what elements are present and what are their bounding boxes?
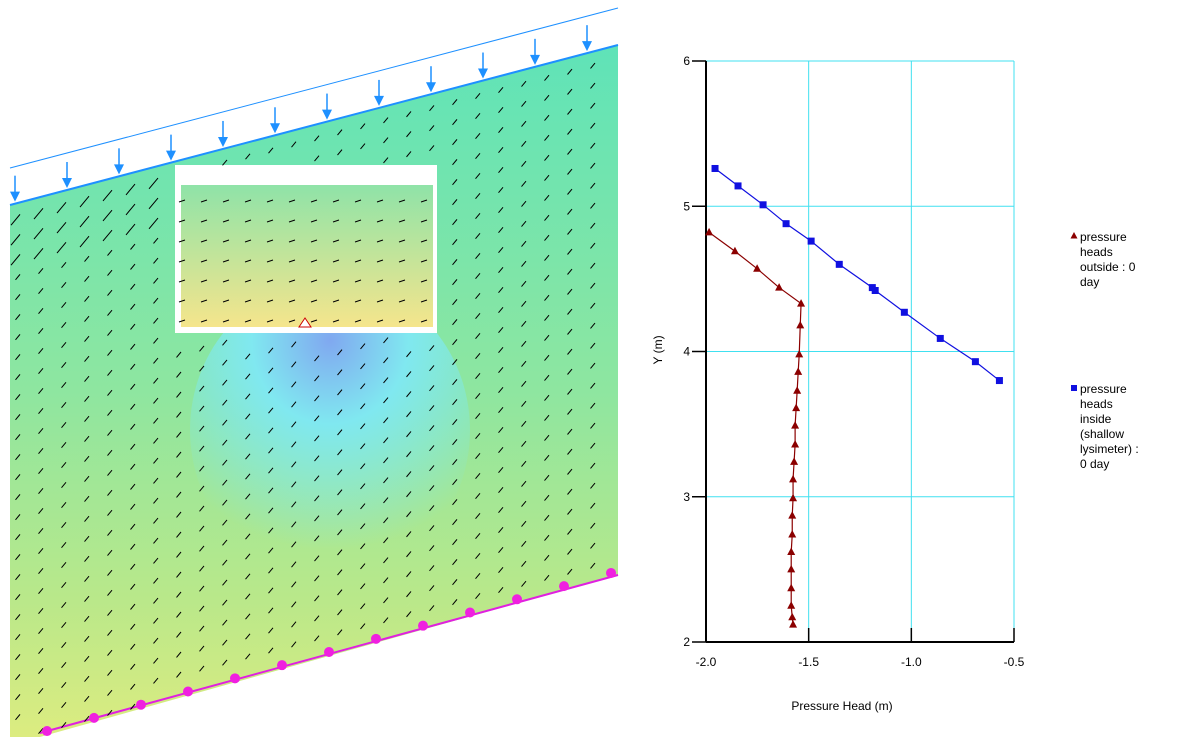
y-axis-title: Y (m) xyxy=(651,335,665,364)
point xyxy=(731,247,739,255)
point xyxy=(788,530,796,538)
boundary-node xyxy=(324,647,334,657)
point xyxy=(760,201,767,208)
point xyxy=(972,358,979,365)
load-arrow xyxy=(10,192,20,202)
load-arrow xyxy=(270,123,280,133)
point xyxy=(775,283,783,291)
point xyxy=(996,377,1003,384)
chart: Pressure Head (m) Y (m) -2.0 -1.5 -1.0 -0.5… xyxy=(620,0,1180,737)
point xyxy=(735,182,742,189)
load-arrow xyxy=(582,41,592,51)
point xyxy=(712,165,719,172)
load-arrow xyxy=(218,137,228,147)
boundary-node xyxy=(418,621,428,631)
point xyxy=(787,584,795,592)
legend-marker xyxy=(1071,385,1077,391)
point xyxy=(792,404,800,412)
series-line xyxy=(709,232,801,624)
point xyxy=(796,321,804,329)
boundary-node xyxy=(89,713,99,723)
boundary-node xyxy=(136,700,146,710)
boundary-node xyxy=(277,660,287,670)
point xyxy=(791,421,799,429)
boundary-node xyxy=(512,594,522,604)
legend-entry: pressure heads outside : 0 day xyxy=(1080,230,1142,290)
point xyxy=(790,457,798,465)
boundary-node xyxy=(559,581,569,591)
load-arrow xyxy=(478,69,488,79)
point xyxy=(791,440,799,448)
point xyxy=(937,335,944,342)
point xyxy=(793,386,801,394)
point xyxy=(901,309,908,316)
point xyxy=(789,494,797,502)
x-tick-label: -1.0 xyxy=(901,655,922,669)
point xyxy=(836,261,843,268)
y-tick-label: 4 xyxy=(683,345,690,359)
y-tick-label: 6 xyxy=(683,54,690,68)
series-line xyxy=(715,168,999,380)
load-arrow xyxy=(322,110,332,120)
lysimeter-soil xyxy=(181,185,433,327)
x-tick-label: -1.5 xyxy=(798,655,819,669)
x-tick-label: -0.5 xyxy=(1004,655,1025,669)
point xyxy=(808,238,815,245)
point xyxy=(789,475,797,483)
point xyxy=(753,264,761,272)
load-arrow xyxy=(114,164,124,174)
load-arrow xyxy=(426,82,436,92)
legend-entry: pressure heads inside (shallow lysimeter… xyxy=(1080,382,1142,472)
point xyxy=(797,299,805,307)
load-arrow xyxy=(166,151,176,161)
x-tick-label: -2.0 xyxy=(696,655,717,669)
point xyxy=(783,220,790,227)
point xyxy=(788,511,796,519)
boundary-node xyxy=(606,568,616,578)
flow-field xyxy=(0,0,620,737)
point xyxy=(872,287,879,294)
x-axis-title: Pressure Head (m) xyxy=(791,699,892,713)
load-arrow xyxy=(62,178,72,188)
y-tick-label: 2 xyxy=(683,635,690,649)
boundary-node xyxy=(183,687,193,697)
screen: Pressure Head (m) Y (m) -2.0 -1.5 -1.0 -0.5… xyxy=(0,0,1180,737)
legend-marker xyxy=(1071,232,1078,239)
point xyxy=(787,565,795,573)
point xyxy=(794,367,802,375)
boundary-node xyxy=(465,607,475,617)
boundary-node xyxy=(230,673,240,683)
boundary-node xyxy=(42,726,52,736)
point xyxy=(787,601,795,609)
load-arrow xyxy=(374,96,384,106)
load-arrow xyxy=(530,55,540,65)
y-tick-label: 5 xyxy=(683,199,690,213)
point xyxy=(787,547,795,555)
point xyxy=(788,613,796,621)
boundary-node xyxy=(371,634,381,644)
y-tick-label: 3 xyxy=(683,490,690,504)
point xyxy=(789,620,797,628)
